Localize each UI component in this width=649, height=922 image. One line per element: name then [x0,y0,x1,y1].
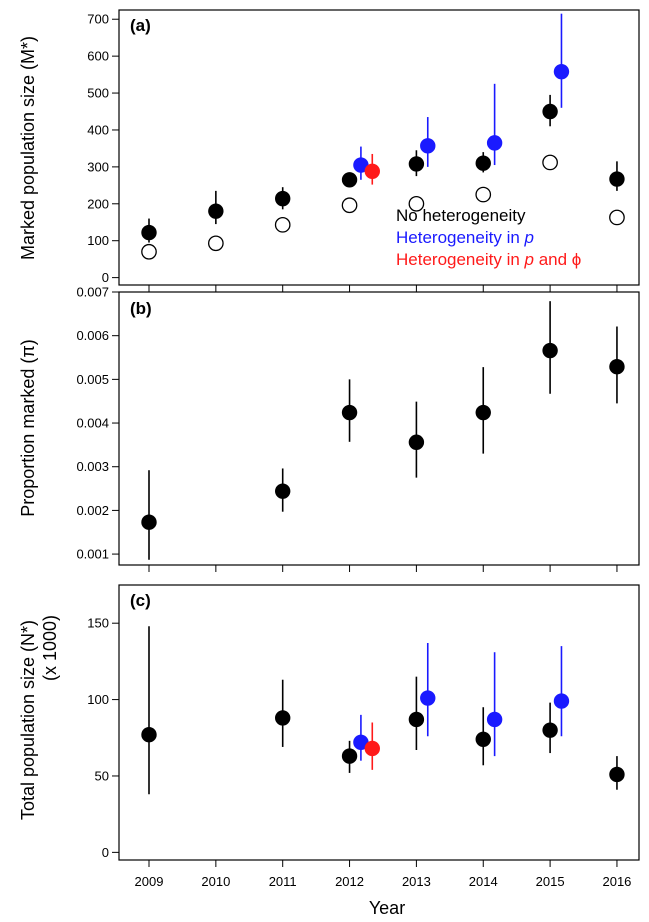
x-tick-label: 2009 [135,874,164,889]
panel-b-ytick-label: 0.005 [76,372,109,387]
x-tick-label: 2014 [469,874,498,889]
panel-c-point [275,710,291,726]
panel-b-ylabel: Proportion marked (π) [18,339,38,516]
panel-b-point [609,358,625,375]
panel-a-point [486,135,503,151]
panel-a-point [208,235,224,252]
panel-a-point [364,163,380,180]
x-tick-label: 2015 [536,874,565,889]
legend-entry-heterogeneity-p-phi: Heterogeneity in p and ϕ [396,250,581,269]
panel-b-ytick-label: 0.002 [76,503,109,518]
panel-a-point [141,243,157,260]
panel-a-point [553,63,570,80]
panel-a-point [274,216,291,233]
panel-b-ytick-label: 0.001 [76,547,109,562]
x-tick-label: 2016 [602,874,631,889]
legend-entry-heterogeneity-p-text: Heterogeneity in [396,228,525,247]
panel-c-point [341,748,358,764]
panel-b-point [275,483,291,499]
panel-c-point [475,731,491,748]
panel-c-ytick-label: 0 [102,845,109,860]
panel-c-ylabel: Total population size (N*) [18,620,38,820]
panel-a-point [542,154,558,171]
panel-c-point [364,740,380,757]
panel-b-point [408,434,425,450]
panel-b-label: (b) [130,299,152,318]
panel-c-frame [118,584,640,861]
chart-marks: 01002003004005006007000.0010.0020.0030.0… [76,12,631,889]
panel-c-ytick-label: 150 [87,616,109,631]
panel-b-point [341,404,358,421]
panel-a-point [609,209,625,226]
panel-c-point [553,693,570,709]
panel-c-label: (c) [130,591,151,610]
panel-a-point [420,138,436,154]
panel-a-point [208,203,224,219]
panel-b-ytick-label: 0.006 [76,328,109,343]
x-tick-label: 2011 [269,874,297,889]
legend-entry-heterogeneity-p-phi-suffix: and ϕ [534,250,581,269]
panel-c-point [486,711,503,728]
panel-c-ylabel-unit: (x 1000) [40,615,60,681]
panel-a-point [341,172,358,188]
panel-a-point [141,224,157,241]
legend-entry-heterogeneity-p-emph: p [524,228,534,247]
legend: No heterogeneity Heterogeneity in p Hete… [396,206,581,269]
panel-a-ytick-label: 200 [87,196,109,211]
panel-b-ytick-label: 0.003 [76,459,109,474]
panel-a-ytick-label: 500 [87,86,109,101]
legend-entry-no-heterogeneity: No heterogeneity [396,206,526,225]
panel-a-ylabel: Marked population size (M*) [18,36,38,260]
panel-a-point [341,197,358,214]
panel-a-ytick-label: 400 [87,122,109,137]
panel-b-ytick-label: 0.007 [76,285,109,300]
x-tick-label: 2013 [402,874,431,889]
panel-a-point [475,155,491,171]
panel-b-point [542,342,558,359]
panel-b-frame [118,291,640,566]
legend-entry-heterogeneity-p-phi-text: Heterogeneity in [396,250,525,269]
panel-a-ytick-label: 700 [87,12,109,27]
panel-b-ytick-label: 0.004 [76,416,109,431]
panel-c-point [408,711,425,728]
panel-a-point [542,103,558,120]
panel-a-point [275,190,291,207]
panel-a-ytick-label: 100 [87,233,109,248]
panel-a-point [609,171,625,187]
panel-c-point [141,727,157,743]
panel-a-ytick-label: 0 [102,270,109,285]
panel-c-ytick-label: 50 [95,768,109,783]
panel-a-point [408,156,425,172]
panel-a-point [408,195,425,212]
legend-entry-heterogeneity-p-phi-emph: p [524,250,534,269]
x-tick-label: 2010 [201,874,230,889]
panel-c-point [420,690,436,706]
panel-b-point [475,404,491,421]
panel-b-point [141,514,157,530]
panel-c-point [542,722,558,738]
panel-a-ytick-label: 600 [87,49,109,64]
panel-c-point [609,766,625,783]
legend-entry-heterogeneity-p: Heterogeneity in p [396,228,534,247]
x-axis-title: Year [369,898,405,918]
panel-c-ytick-label: 100 [87,692,109,707]
x-tick-label: 2012 [335,874,364,889]
panel-a-point [475,186,492,203]
panel-a-label: (a) [130,16,151,35]
panel-a-ytick-label: 300 [87,159,109,174]
panel-a-frame [118,9,640,286]
